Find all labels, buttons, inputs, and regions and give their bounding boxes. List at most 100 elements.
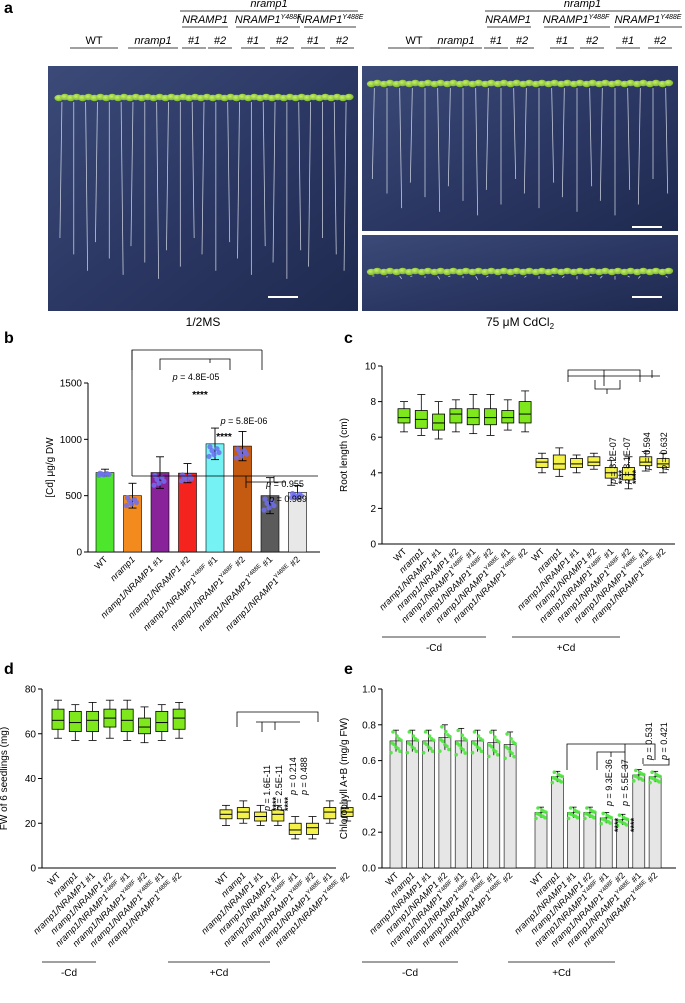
data-point [476,734,481,738]
box [570,458,583,468]
construct-name: NRAMP1 [182,14,228,26]
p-symbol: p [172,372,178,382]
p-number: = 0.421 [659,722,669,755]
root [448,275,451,278]
root [437,87,441,212]
data-point [512,754,516,759]
data-point [269,498,275,504]
label-base: nramp1/NRAMP1 [223,576,280,633]
data-point [543,815,547,820]
root [561,87,565,198]
p-value: p = 0.632 [659,432,669,471]
data-point [398,749,402,754]
data-point [211,451,217,458]
box [68,710,82,732]
line-number: #2 [654,35,666,47]
group-label: -Cd [426,643,442,654]
data-point [615,823,620,828]
data-point [475,745,480,749]
bar [534,812,548,869]
line-number: #2 [276,35,288,47]
data-point [591,809,595,814]
box [656,458,670,468]
construct-name: NRAMP1 [615,14,661,26]
data-point [207,444,213,450]
line-number: #2 [516,35,528,47]
bar [233,445,252,553]
data-point [534,816,538,821]
root [437,275,441,280]
genotype-label: nramp1 [437,35,474,47]
data-point [427,734,432,738]
p-number: = 8.1E-07 [622,437,632,479]
data-point [456,728,461,733]
box [449,408,463,424]
data-point [206,453,212,460]
data-point [178,478,185,484]
sig-bracket [132,475,318,488]
data-point [131,496,138,503]
header-construct: NRAMP1Y488E [615,14,682,26]
data-point [566,816,571,821]
header-construct: NRAMP1Y488E [297,14,364,26]
root [371,87,375,180]
significance-stars: **** [617,469,627,484]
data-point [657,780,661,784]
root [475,87,479,216]
line-number: #2 [214,35,226,47]
p-number: = 5.8E-06 [226,416,268,426]
data-point [509,737,513,741]
data-point [397,737,401,741]
data-point [430,749,435,754]
p-value: p = 0.989 [268,494,307,504]
bar [389,740,403,869]
p-value: p = 1.6E-11 [262,765,272,812]
data-point [640,772,644,776]
bar [178,472,197,553]
data-point [463,751,468,755]
photo-right-top [362,66,678,231]
data-point [617,813,622,817]
box [518,401,532,424]
root [638,275,641,279]
construct-name: NRAMP1 [235,14,281,26]
data-point [492,748,496,752]
data-point [608,821,612,825]
data-point [241,448,248,454]
root [485,87,489,190]
y-tick-label: 0 [370,540,376,551]
line-number: #2 [336,35,348,47]
p-symbol: p [299,790,309,796]
line-number: #1 [490,35,502,47]
significance-stars: **** [192,390,208,401]
header-construct: NRAMP1 [485,14,531,26]
root [637,87,641,205]
genotype-label: WT [85,35,102,47]
data-point [559,780,564,784]
label-base: WT [92,554,109,571]
construct-name: NRAMP1 [485,14,531,26]
y-tick-label: 0.8 [362,720,376,731]
bar [567,812,580,869]
data-point [568,806,573,810]
data-point [472,730,477,734]
line-number: #1 [307,35,319,47]
p-number: = 0.531 [644,722,654,755]
data-point [440,724,444,729]
root [156,101,160,279]
data-point [584,811,588,816]
significance-stars: **** [629,817,639,832]
data-point [395,734,399,738]
root [447,87,451,187]
root [589,87,593,187]
data-point [151,482,157,488]
root [262,101,266,247]
data-point [574,809,579,814]
data-point [571,813,576,818]
genotype-label: nramp1 [134,35,171,47]
p-number: = 3.2E-07 [608,437,618,479]
data-point [234,446,241,452]
bar [487,742,501,869]
